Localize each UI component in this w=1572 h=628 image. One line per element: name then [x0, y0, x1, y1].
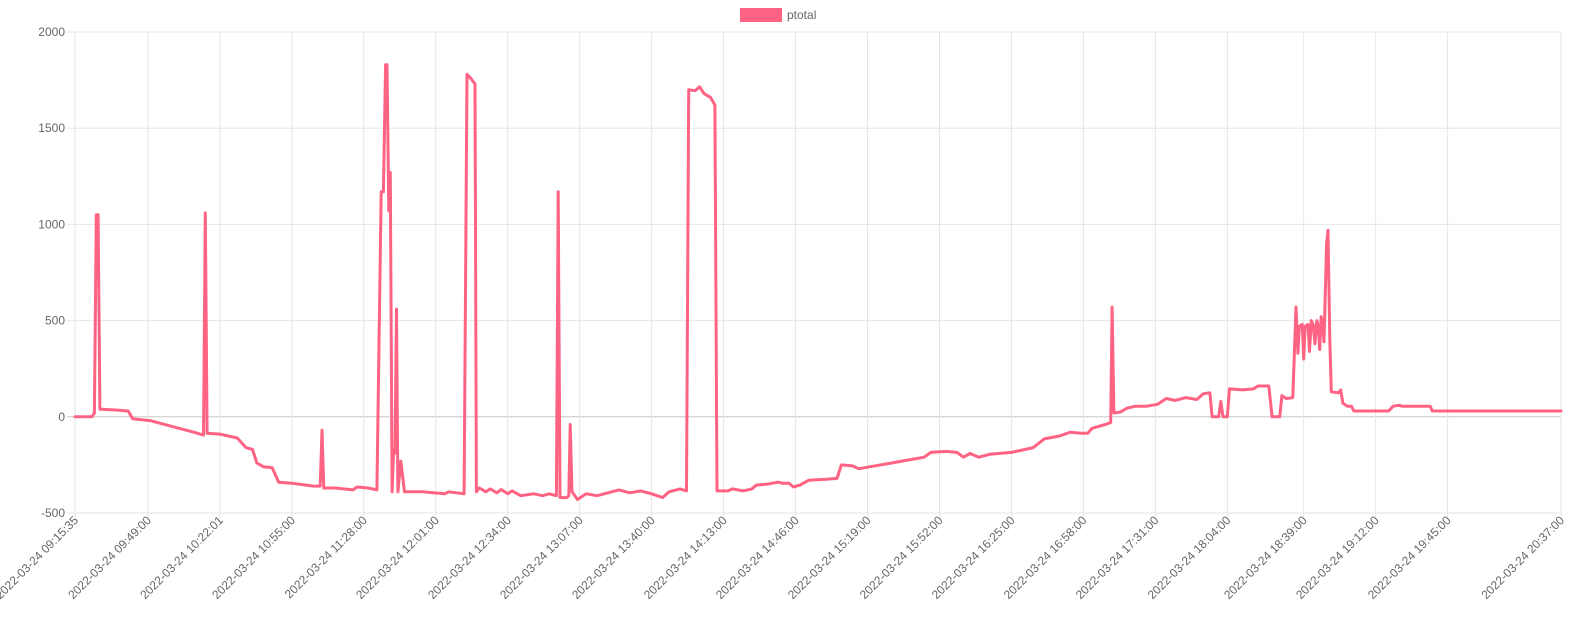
y-tick-label: 500 — [45, 314, 65, 328]
y-tick-label: 1500 — [38, 121, 65, 135]
series-line-ptotal — [73, 63, 1563, 501]
x-tick-label: 2022-03-24 20:37:00 — [1478, 513, 1567, 602]
y-axis: 2000 1500 1000 500 0 -500 — [38, 25, 65, 520]
legend-swatch — [740, 8, 782, 22]
y-tick-label: 1000 — [38, 217, 65, 231]
gridlines — [67, 31, 1562, 519]
y-tick-label: 0 — [58, 410, 65, 424]
legend[interactable]: ptotal — [740, 8, 816, 22]
y-tick-label: 2000 — [38, 25, 65, 39]
y-tick-label: -500 — [41, 506, 65, 520]
series-layer — [73, 63, 1563, 501]
legend-label: ptotal — [787, 8, 816, 22]
